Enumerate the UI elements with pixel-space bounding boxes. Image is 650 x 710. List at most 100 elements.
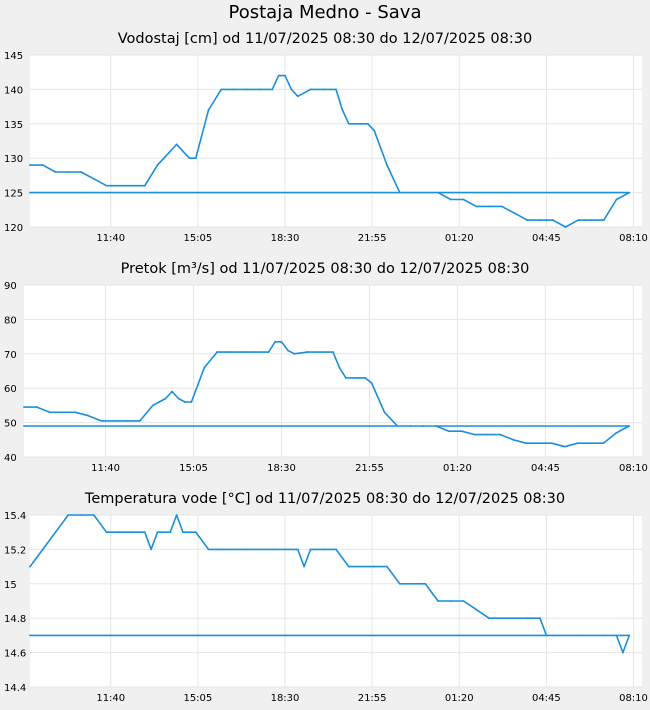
data-point: [158, 401, 161, 403]
y-tick-label: 15: [4, 580, 17, 591]
y-tick-label: 60: [4, 384, 17, 395]
data-point: [386, 164, 388, 166]
data-point: [245, 548, 248, 551]
data-point: [74, 411, 77, 414]
data-point: [383, 411, 386, 414]
data-point: [293, 352, 296, 355]
data-point: [500, 617, 503, 620]
data-point: [411, 191, 414, 194]
data-point: [303, 565, 306, 568]
data-point: [539, 219, 541, 222]
data-point: [621, 651, 624, 654]
data-point: [364, 376, 367, 379]
data-point: [182, 150, 184, 153]
data-point: [61, 411, 64, 414]
data-point: [475, 205, 478, 208]
data-point: [171, 390, 173, 393]
x-tick-label: 21:55: [358, 233, 387, 244]
data-point: [92, 514, 95, 516]
data-point: [602, 634, 605, 637]
data-point: [500, 205, 503, 208]
data-point: [564, 226, 567, 228]
series-line: [30, 74, 631, 228]
x-tick-label: 04:45: [531, 463, 560, 474]
data-point: [424, 191, 427, 194]
data-point: [335, 548, 337, 551]
data-point: [589, 442, 592, 445]
x-tick-label: 08:10: [619, 693, 648, 704]
y-tick-label: 120: [4, 223, 23, 234]
data-point: [233, 88, 235, 91]
data-point: [105, 531, 108, 534]
data-point: [164, 397, 167, 400]
x-tick-label: 15:05: [183, 233, 212, 244]
data-point: [475, 608, 478, 611]
data-point: [396, 425, 399, 427]
y-tick-label: 40: [4, 453, 17, 464]
data-point: [544, 442, 547, 445]
data-point: [118, 184, 121, 187]
data-point: [602, 219, 605, 222]
data-point: [254, 351, 257, 353]
data-point: [373, 565, 376, 568]
data-point: [138, 419, 141, 422]
data-point: [175, 514, 178, 516]
data-point: [526, 219, 529, 222]
data-point: [563, 445, 566, 448]
temperature-chart: 14.4 14.6 14.8 15 15.2 15.4 11:40 15:05 18:30 21:…: [4, 511, 648, 704]
data-point: [437, 191, 439, 194]
data-point: [54, 531, 57, 534]
data-point: [287, 349, 289, 352]
data-point: [338, 366, 341, 369]
data-point: [347, 122, 350, 125]
data-point: [143, 531, 146, 534]
data-point: [322, 548, 325, 551]
y-tick-label: 140: [4, 85, 23, 96]
x-tick-label: 01:20: [445, 693, 474, 704]
data-point: [280, 340, 283, 343]
data-point: [462, 600, 465, 602]
x-tick-label: 04:45: [532, 233, 561, 244]
data-point: [422, 425, 425, 427]
data-point: [131, 531, 133, 534]
data-point: [628, 634, 631, 637]
data-point: [274, 340, 276, 343]
data-point: [156, 531, 159, 534]
data-point: [322, 88, 325, 91]
data-point: [486, 433, 489, 436]
data-point: [447, 430, 450, 433]
data-point: [245, 88, 248, 91]
data-point: [335, 88, 337, 91]
data-point: [105, 184, 108, 187]
data-point: [398, 582, 401, 585]
data-point: [126, 419, 128, 422]
data-point: [169, 150, 172, 153]
data-point: [92, 177, 95, 180]
x-tick-label: 08:10: [619, 233, 648, 244]
data-point: [545, 634, 548, 637]
data-point: [67, 514, 70, 516]
y-tick-label: 70: [4, 350, 17, 361]
data-point: [150, 548, 153, 551]
data-point: [366, 122, 369, 125]
data-point: [188, 157, 191, 160]
data-point: [41, 548, 44, 551]
data-point: [309, 88, 312, 91]
data-point: [550, 442, 553, 445]
data-point: [194, 157, 197, 160]
data-point: [182, 531, 184, 534]
data-point: [360, 122, 363, 125]
data-point: [184, 401, 186, 403]
x-tick-label: 21:55: [355, 463, 384, 474]
y-tick-label: 90: [4, 281, 17, 292]
data-point: [271, 548, 274, 551]
y-tick-label: 14.4: [4, 683, 26, 694]
data-point: [430, 591, 433, 594]
data-point: [583, 442, 585, 445]
data-point: [156, 164, 159, 166]
data-point: [357, 376, 360, 379]
data-point: [267, 351, 270, 353]
water-level-chart-title: Vodostaj [cm] od 11/07/2025 08:30 do 12/…: [117, 31, 533, 47]
data-point: [373, 129, 376, 132]
data-point: [175, 143, 178, 146]
